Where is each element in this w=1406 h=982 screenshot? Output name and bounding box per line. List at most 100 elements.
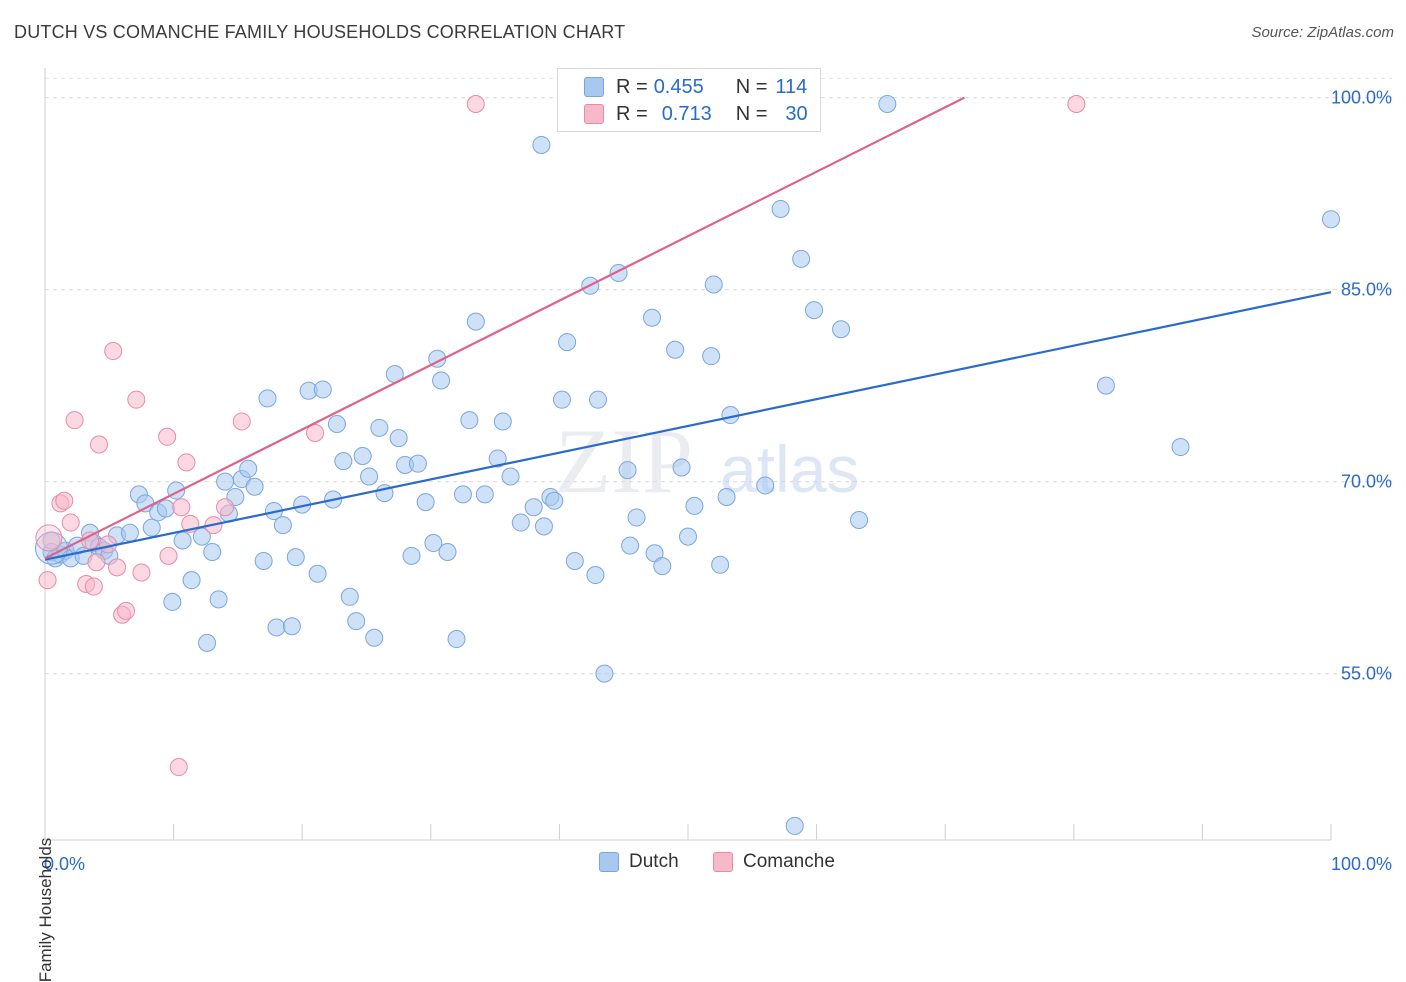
data-point <box>198 633 217 652</box>
trend-line-comanche <box>44 96 965 560</box>
data-point <box>447 630 466 649</box>
data-point <box>466 95 485 113</box>
bottom-legend-swatch-comanche <box>713 852 733 872</box>
data-point <box>595 664 614 683</box>
legend-r-value: 0.455 <box>653 75 704 98</box>
data-point <box>672 458 691 477</box>
grid-lines <box>45 77 1392 675</box>
data-point <box>685 496 704 515</box>
data-point <box>258 389 277 408</box>
legend-n-label: N = <box>735 102 768 125</box>
data-point <box>282 617 301 636</box>
data-point <box>84 577 103 596</box>
data-point <box>327 415 346 433</box>
data-point <box>182 571 201 590</box>
x-tick-label: 100.0% <box>1331 854 1392 874</box>
data-point <box>785 816 804 835</box>
data-point <box>702 347 721 366</box>
data-point <box>239 459 258 478</box>
data-point <box>38 571 57 590</box>
data-point <box>534 517 553 536</box>
trend-lines <box>44 96 1332 561</box>
data-point <box>621 536 640 555</box>
data-point <box>104 342 123 361</box>
data-point <box>424 534 443 553</box>
data-point <box>159 546 178 565</box>
legend-row-comanche: R = 0.713 N = 30 <box>584 101 808 127</box>
data-point <box>254 551 273 570</box>
data-point <box>627 508 646 527</box>
data-point <box>340 587 359 606</box>
data-point <box>273 516 292 535</box>
watermark-zip: ZIP <box>555 410 693 512</box>
x-tick-label: 0.0% <box>44 854 85 874</box>
bottom-legend-swatch-dutch <box>599 852 619 872</box>
data-point <box>90 435 109 454</box>
chart-title: DUTCH VS COMANCHE FAMILY HOUSEHOLDS CORR… <box>14 22 626 42</box>
data-point <box>1322 210 1340 229</box>
data-point <box>87 553 106 572</box>
data-point <box>565 551 584 570</box>
data-point <box>704 275 723 294</box>
data-point <box>172 498 191 517</box>
data-point <box>717 487 736 506</box>
legend-r-label: R = <box>616 75 648 98</box>
data-point <box>173 531 192 550</box>
data-point <box>286 548 305 567</box>
axes <box>44 68 1332 841</box>
data-point <box>163 592 182 611</box>
data-point <box>353 447 372 465</box>
data-point <box>850 511 869 529</box>
data-point <box>558 333 577 352</box>
data-point <box>771 199 790 218</box>
data-point <box>55 491 74 510</box>
y-tick-label: 100.0% <box>1331 88 1392 108</box>
data-point <box>832 320 851 339</box>
data-point <box>511 513 530 532</box>
watermark-atlas: atlas <box>720 432 859 506</box>
legend-n-value: 114 <box>775 75 808 98</box>
data-point <box>1171 438 1190 457</box>
data-point <box>334 452 353 471</box>
data-point <box>365 628 384 647</box>
legend-r-value: 0.713 <box>661 102 712 125</box>
bottom-legend-dutch: Dutch <box>599 851 679 873</box>
data-point <box>438 543 457 561</box>
data-point <box>370 418 389 437</box>
legend-n-value: 30 <box>785 102 808 125</box>
legend: R = 0.455 N = 114 R = 0.713 N = 30 <box>557 68 821 132</box>
data-point <box>61 513 80 532</box>
legend-swatch-comanche <box>584 104 604 124</box>
data-point <box>232 412 251 431</box>
y-tick-label: 55.0% <box>1341 664 1392 684</box>
data-point <box>132 563 151 582</box>
data-point <box>216 472 235 491</box>
data-point <box>267 618 286 637</box>
data-point <box>127 390 146 409</box>
legend-r-label: R = <box>616 102 648 125</box>
data-point <box>711 555 730 574</box>
legend-n-label: N = <box>735 75 768 98</box>
tick-labels: 55.0% 70.0% 85.0% 100.0% 0.0% 100.0% <box>44 88 1392 874</box>
bottom-legend-label-dutch: Dutch <box>629 851 679 872</box>
data-point <box>209 590 228 609</box>
data-point <box>618 461 637 480</box>
source-label: Source: ZipAtlas.com <box>1251 24 1394 41</box>
bottom-legend: Dutch Comanche <box>0 851 1406 879</box>
data-point <box>488 449 507 468</box>
data-point <box>65 411 84 430</box>
data-point <box>416 493 435 512</box>
data-point <box>552 390 571 409</box>
data-point <box>475 485 494 504</box>
data-point <box>108 558 127 577</box>
y-tick-label: 85.0% <box>1341 280 1392 300</box>
legend-swatch-dutch <box>584 77 604 97</box>
data-point <box>588 390 607 409</box>
data-points <box>34 95 1340 835</box>
data-point <box>466 312 485 331</box>
data-point <box>878 95 897 113</box>
data-point <box>142 518 161 537</box>
data-point <box>158 427 177 446</box>
data-point <box>653 557 672 576</box>
data-point <box>120 523 139 542</box>
